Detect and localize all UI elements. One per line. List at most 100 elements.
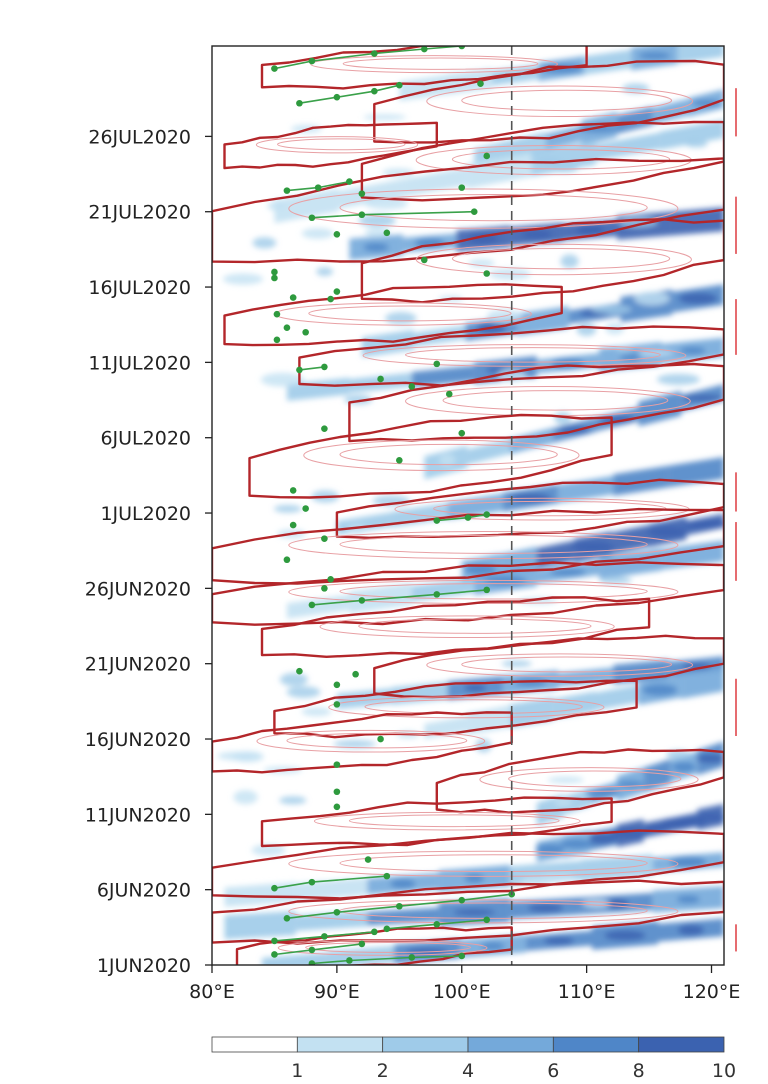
contour-inner bbox=[328, 696, 605, 719]
shading-patch bbox=[363, 114, 407, 121]
track-line bbox=[299, 366, 325, 371]
shading-cell bbox=[677, 46, 724, 64]
shading-cell bbox=[659, 119, 724, 150]
shading-patch bbox=[666, 750, 691, 760]
contour-inner bbox=[339, 534, 648, 554]
track-point bbox=[458, 46, 466, 50]
track-point bbox=[458, 952, 466, 960]
shading-core bbox=[521, 230, 552, 239]
contour-loop bbox=[212, 157, 724, 264]
shading-core bbox=[528, 903, 564, 913]
track-point bbox=[333, 701, 341, 708]
colorbar-swatch bbox=[638, 1036, 725, 1053]
contour-inner bbox=[358, 618, 592, 634]
shading-cell bbox=[681, 666, 724, 699]
track-point bbox=[296, 99, 303, 107]
shading-cell bbox=[509, 427, 553, 455]
contour-inner bbox=[362, 344, 687, 367]
contour-inner bbox=[277, 939, 488, 956]
track-point bbox=[433, 921, 441, 928]
track-point bbox=[302, 328, 309, 336]
contour-inner bbox=[288, 188, 679, 229]
contour-inner bbox=[339, 443, 558, 466]
track-point bbox=[458, 429, 466, 437]
shading-patch bbox=[634, 291, 670, 306]
contour-inner bbox=[255, 136, 419, 154]
shading-patch bbox=[560, 254, 579, 269]
colorbar: 1 2 4 6 8 10 bbox=[211, 1036, 736, 1082]
track-point bbox=[321, 585, 328, 592]
track-point bbox=[383, 229, 391, 237]
track-point bbox=[445, 390, 453, 398]
shading-patch bbox=[385, 312, 417, 325]
shading-core bbox=[571, 542, 615, 552]
shading-cell bbox=[392, 681, 448, 705]
track-point bbox=[333, 681, 341, 689]
track-point bbox=[308, 946, 316, 954]
track-point bbox=[308, 878, 316, 886]
contour-inner bbox=[339, 902, 648, 919]
track-point bbox=[383, 925, 391, 933]
contour-inner bbox=[348, 814, 560, 828]
shading-cell bbox=[595, 132, 660, 161]
colorbar-swatch bbox=[382, 1036, 469, 1053]
contour-inner bbox=[342, 57, 539, 70]
shading-patch bbox=[554, 798, 573, 807]
shading-patch bbox=[301, 228, 334, 239]
shading-core bbox=[677, 924, 705, 936]
track-point bbox=[333, 788, 341, 796]
shading-patch bbox=[576, 323, 597, 337]
shading-cell bbox=[545, 125, 582, 150]
shading-core bbox=[672, 761, 696, 773]
contour-inner bbox=[286, 732, 468, 749]
track-point bbox=[333, 803, 341, 811]
shading-cell bbox=[224, 910, 296, 940]
track-point bbox=[408, 383, 416, 390]
track-point bbox=[271, 274, 278, 282]
contour-inner bbox=[288, 531, 679, 560]
shading-core bbox=[670, 856, 707, 869]
shading-patch bbox=[364, 227, 391, 238]
contour-loop bbox=[373, 634, 724, 699]
shading-patch bbox=[501, 660, 532, 668]
shading-core bbox=[696, 753, 724, 764]
y-tick-label: 1JUL2020 bbox=[100, 503, 191, 525]
shading-cell bbox=[286, 594, 350, 619]
shading-core bbox=[589, 832, 619, 845]
shading-cell bbox=[338, 179, 403, 209]
shading-patch bbox=[260, 372, 305, 387]
shading-patch bbox=[547, 776, 585, 784]
contour-loop bbox=[335, 478, 724, 539]
track-point bbox=[358, 940, 366, 948]
shading-core bbox=[638, 51, 671, 60]
contour-loop bbox=[435, 748, 724, 814]
contour-inner bbox=[461, 656, 673, 673]
track-point bbox=[296, 366, 303, 374]
track-point bbox=[271, 65, 278, 72]
plot-area bbox=[212, 46, 724, 965]
shading-core bbox=[644, 824, 671, 832]
contour-loop bbox=[360, 120, 724, 202]
contour-inner bbox=[339, 854, 648, 873]
colorbar-label: 8 bbox=[633, 1060, 645, 1082]
track-point bbox=[420, 46, 428, 53]
shading-patch bbox=[582, 899, 610, 908]
track-point bbox=[271, 951, 278, 958]
track-point bbox=[273, 310, 281, 318]
track-point bbox=[283, 187, 291, 194]
shading-cell bbox=[584, 49, 632, 75]
colorbar-swatch bbox=[296, 1036, 384, 1053]
track-point bbox=[333, 908, 341, 916]
track-point bbox=[458, 184, 466, 191]
track-point bbox=[383, 872, 391, 880]
contour-loop bbox=[298, 325, 724, 387]
shading-core bbox=[584, 788, 623, 798]
track-line bbox=[311, 955, 462, 965]
shading-patch bbox=[273, 504, 302, 513]
y-tick-label: 26JUN2020 bbox=[85, 578, 191, 600]
shading-patch bbox=[599, 576, 632, 584]
contour-inner bbox=[451, 247, 671, 270]
track-point bbox=[371, 928, 378, 936]
contour-loop bbox=[248, 413, 613, 499]
colorbar-label: 1 bbox=[291, 1060, 303, 1082]
